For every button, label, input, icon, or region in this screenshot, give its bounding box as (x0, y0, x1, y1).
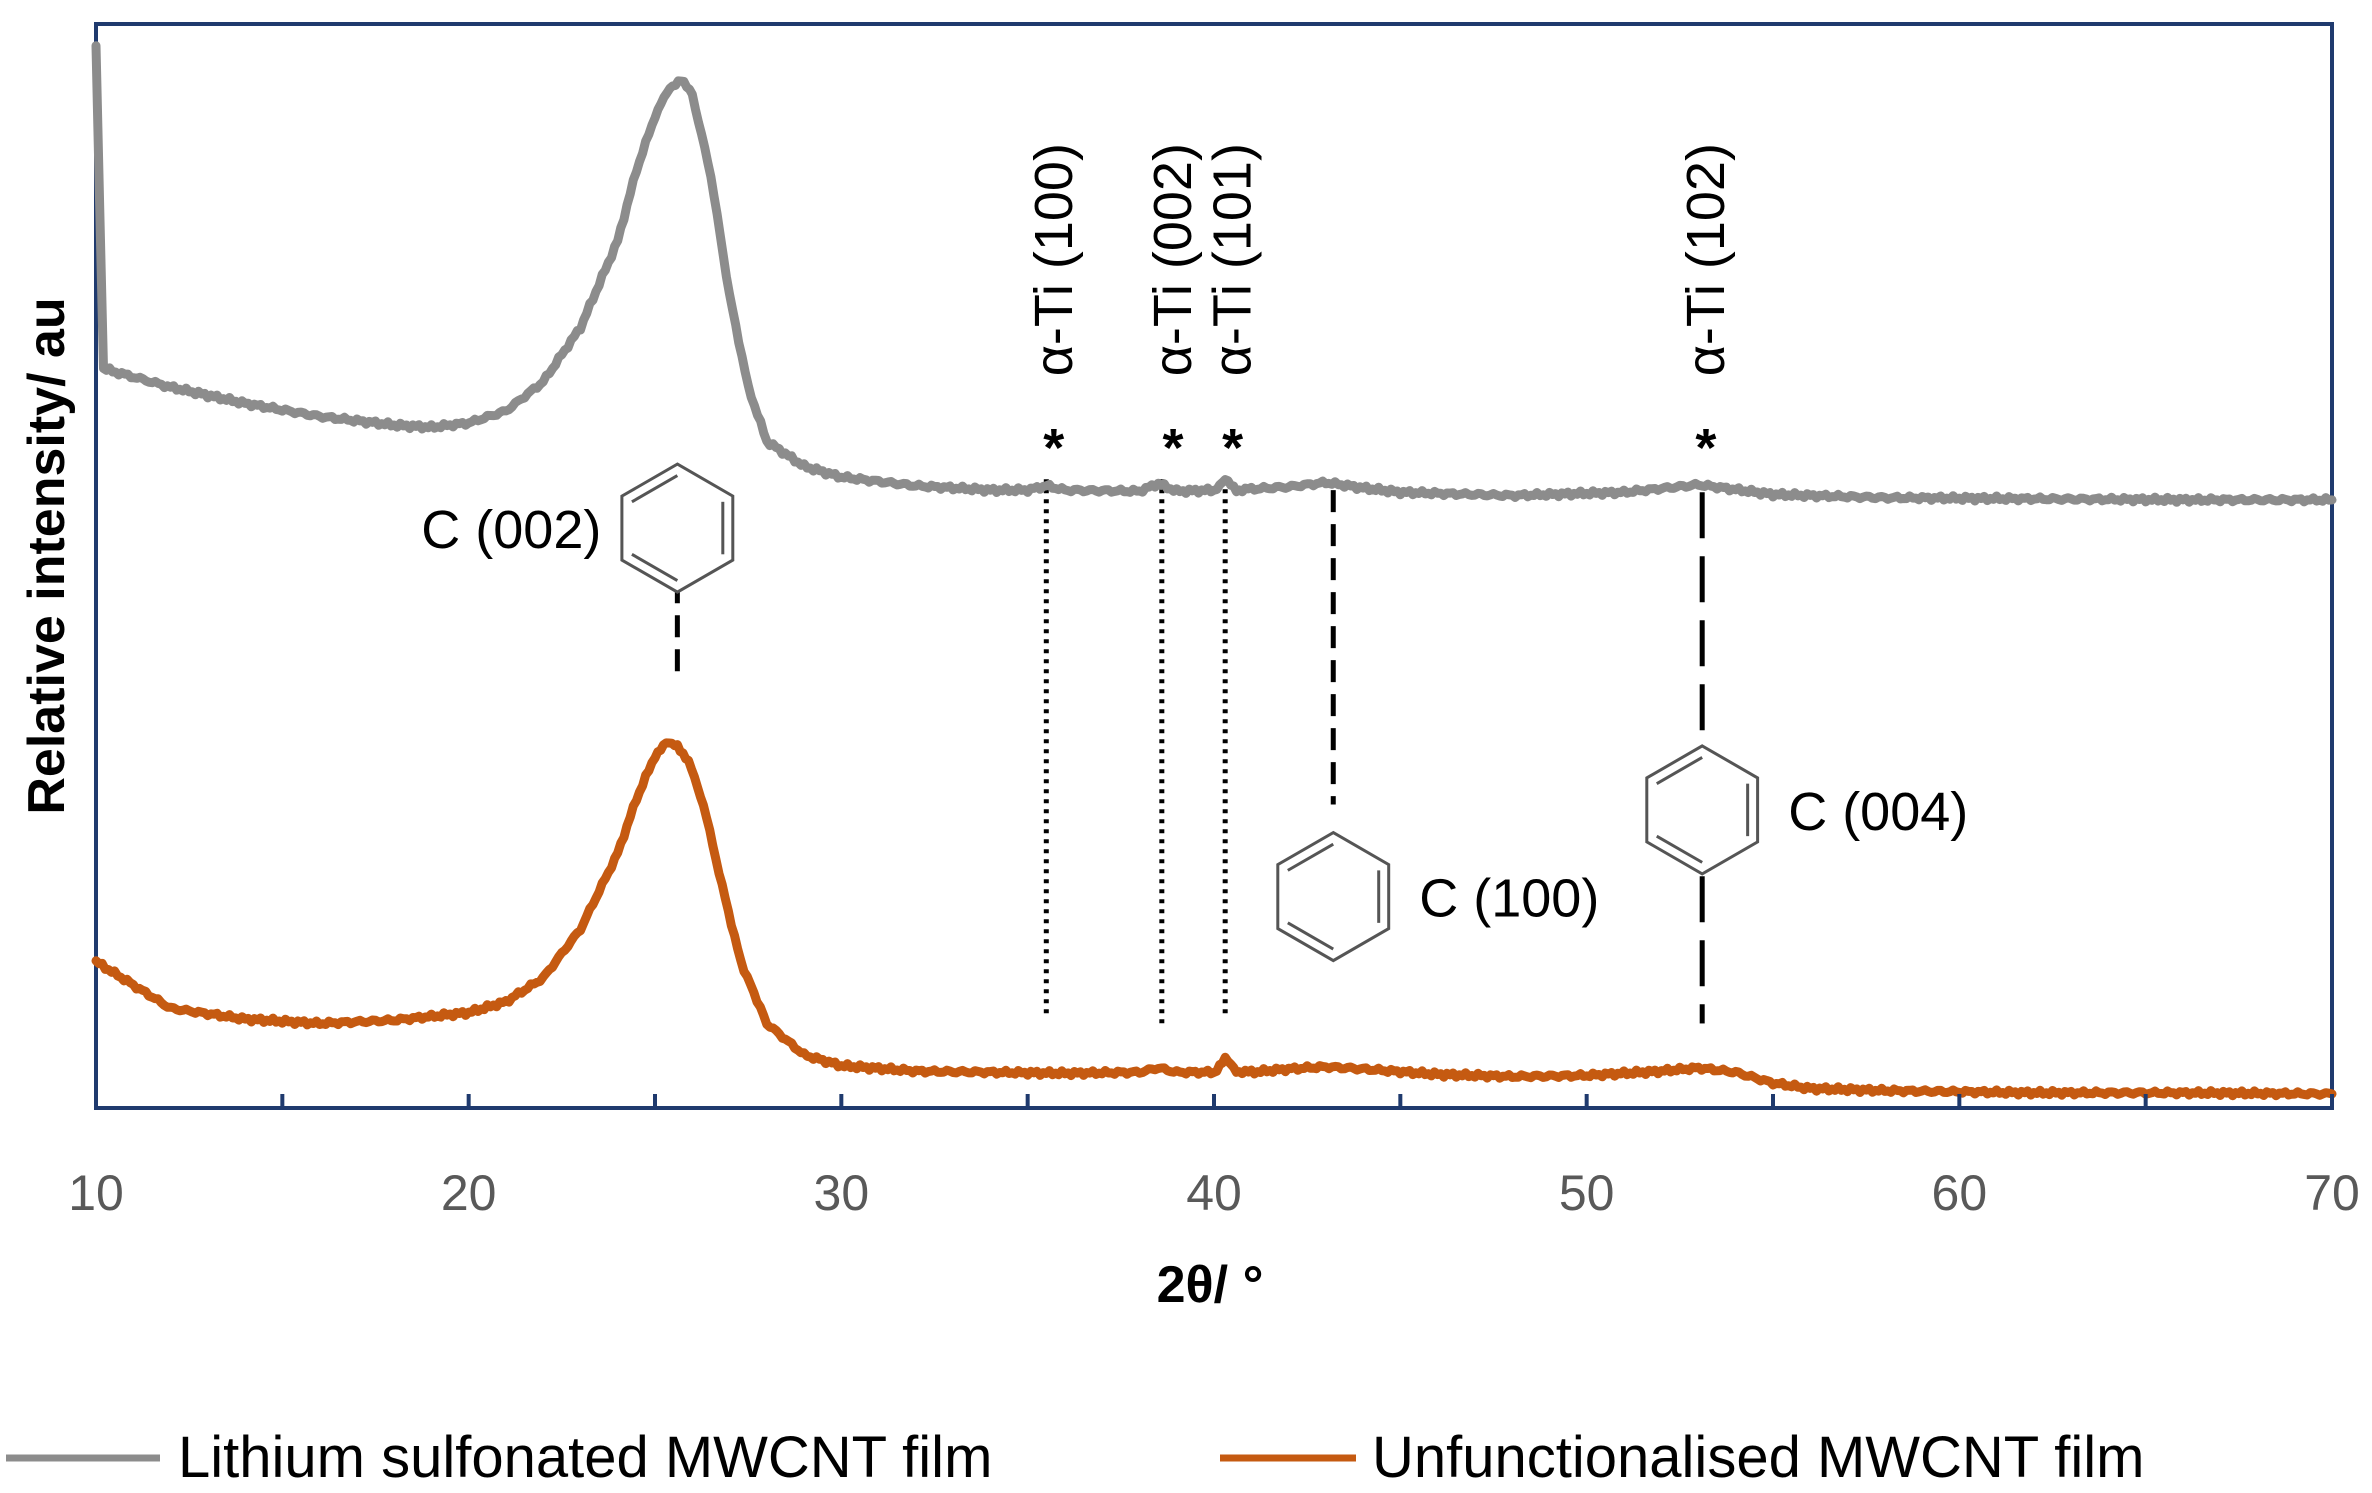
benzene-ring-outline (1645, 744, 1760, 876)
benzene-ring-icon (620, 462, 735, 594)
peak-marker-asterisk: * (1222, 418, 1243, 478)
x-tick-label: 40 (1186, 1165, 1242, 1221)
carbon-peak-label: C (100) (1419, 869, 1599, 929)
legend: Lithium sulfonated MWCNT film Unfunction… (6, 1425, 2144, 1490)
x-tick-label: 70 (2304, 1165, 2360, 1221)
data-series (91, 41, 2337, 1101)
x-tick-label: 20 (441, 1165, 497, 1221)
carbon-peak-label: C (004) (1788, 782, 1968, 842)
benzene-ring-icon (1645, 744, 1760, 876)
benzene-double-bond (1287, 921, 1335, 951)
peak-marker-asterisk: * (1162, 418, 1183, 478)
x-tick-label: 50 (1559, 1165, 1615, 1221)
benzene-double-bond (1287, 842, 1335, 872)
x-axis-title: 2θ/ ° (1157, 1256, 1264, 1314)
peak-annotations: * * * * C (002) α-Ti (100) α-Ti (002) α-Ti (101… (421, 143, 1968, 963)
x-axis: 10 20 30 40 50 60 70 (68, 1094, 2360, 1221)
legend-label-lithium: Lithium sulfonated MWCNT film (178, 1425, 992, 1490)
x-tick-label: 30 (814, 1165, 870, 1221)
benzene-ring-outline (620, 462, 735, 594)
series-line-lithium-sulfonated (91, 41, 2337, 507)
peak-marker-asterisk: * (1695, 418, 1716, 478)
x-tick-label: 10 (68, 1165, 124, 1221)
carbon-peak-label: C (002) (421, 500, 601, 560)
series-line-unfunctionalised (91, 738, 2337, 1101)
benzene-ring-icon (1276, 830, 1391, 963)
legend-label-unfunctionalised: Unfunctionalised MWCNT film (1372, 1425, 2144, 1490)
y-axis-title: Relative intensity/ au (18, 297, 76, 814)
x-tick-label: 60 (1932, 1165, 1988, 1221)
benzene-double-bond (631, 553, 679, 582)
alpha-ti-label: α-Ti (101) (1203, 143, 1263, 376)
benzene-double-bond (631, 474, 679, 504)
alpha-ti-label: α-Ti (002) (1143, 143, 1203, 376)
benzene-double-bond (1655, 834, 1703, 864)
alpha-ti-label: α-Ti (100) (1024, 143, 1084, 376)
benzene-double-bond (1655, 756, 1703, 785)
benzene-ring-outline (1276, 830, 1391, 963)
peak-marker-asterisk: * (1043, 418, 1064, 478)
alpha-ti-label: α-Ti (102) (1676, 143, 1736, 376)
